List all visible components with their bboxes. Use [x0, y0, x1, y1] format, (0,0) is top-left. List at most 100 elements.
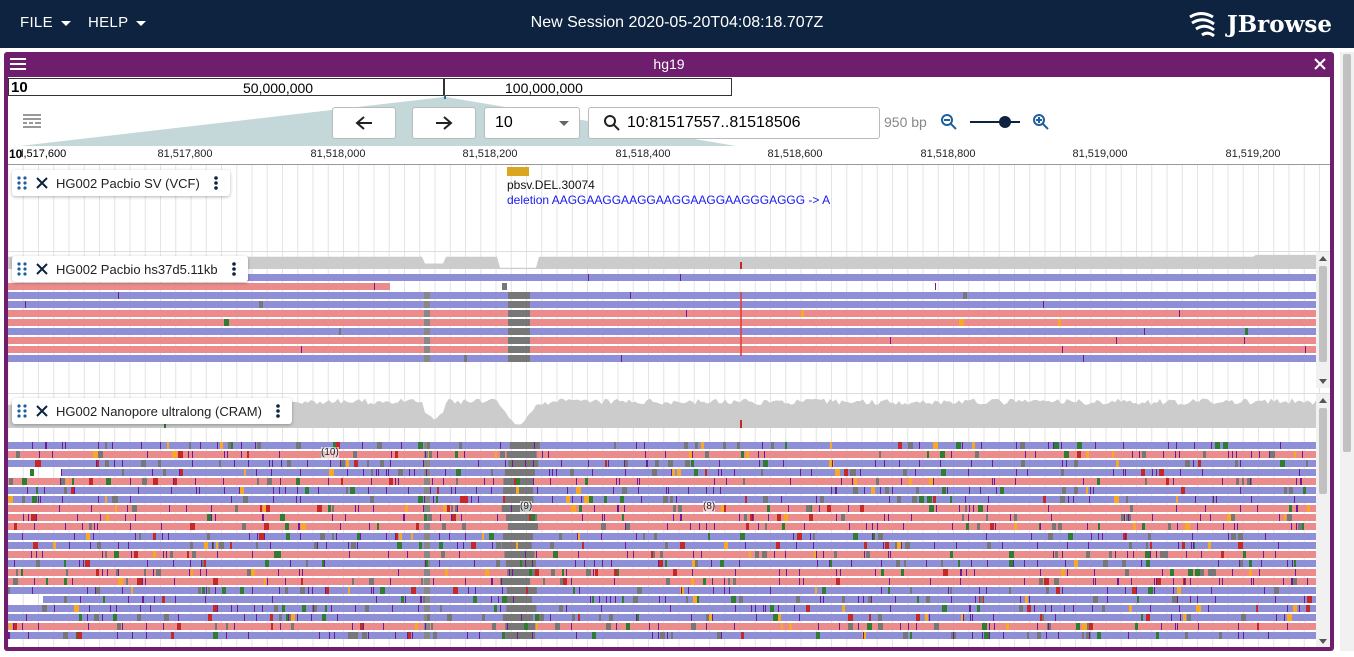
mismatch-mark [708, 533, 710, 540]
mismatch-mark [671, 469, 672, 476]
drag-handle-icon[interactable] [12, 257, 32, 281]
mismatch-mark [100, 514, 101, 521]
mismatch-mark [638, 487, 639, 494]
location-search-input[interactable]: 10:81517557..81518506 [588, 107, 880, 139]
mismatch-mark [965, 505, 967, 512]
read-alignment [43, 596, 1316, 603]
drag-handle-icon[interactable] [12, 399, 32, 423]
mismatch-mark [512, 460, 513, 467]
zoom-in-icon[interactable] [1032, 113, 1050, 131]
chromosome-select[interactable]: 10 [484, 107, 580, 139]
mismatch-mark [72, 478, 74, 485]
mismatch-mark [1020, 442, 1025, 449]
scroll-down-icon[interactable] [1319, 639, 1327, 644]
file-menu[interactable]: FILE [20, 14, 71, 31]
mismatch-mark [724, 505, 726, 512]
mismatch-mark [64, 560, 66, 567]
mismatch-mark [1015, 478, 1016, 485]
mismatch-mark [863, 596, 864, 603]
mismatch-mark [875, 460, 876, 467]
mismatch-mark [519, 605, 521, 612]
track-menu-icon[interactable] [206, 171, 226, 195]
mismatch-mark [97, 523, 98, 530]
mismatch-mark [1179, 605, 1180, 612]
help-menu[interactable]: HELP [88, 14, 147, 31]
mismatch-mark [665, 542, 668, 549]
track-menu-icon[interactable] [268, 399, 288, 423]
mismatch-mark [1020, 596, 1021, 603]
close-track-icon[interactable] [32, 399, 52, 423]
nanopore-scrollbar[interactable] [1316, 394, 1330, 647]
mismatch-mark [888, 551, 889, 558]
mismatch-mark [8, 632, 9, 639]
mismatch-mark [1203, 451, 1206, 458]
mismatch-mark [167, 442, 169, 449]
view-menu-icon[interactable] [10, 58, 26, 70]
drag-handle-icon[interactable] [12, 171, 32, 195]
scroll-down-icon[interactable] [1319, 379, 1327, 384]
mismatch-mark [582, 514, 583, 521]
mismatch-mark [810, 533, 811, 540]
mismatch-mark [641, 496, 642, 503]
scrollbar-thumb[interactable] [1319, 408, 1327, 494]
close-view-icon[interactable] [1314, 58, 1326, 70]
mismatch-mark [1232, 569, 1233, 576]
zoom-slider-thumb[interactable] [999, 116, 1011, 128]
jbrowse-logo: JBrowse [1187, 8, 1332, 40]
mismatch-mark [962, 442, 963, 449]
forward-button[interactable] [412, 107, 476, 139]
close-track-icon[interactable] [32, 257, 52, 281]
zoom-out-icon[interactable] [940, 113, 958, 131]
close-track-icon[interactable] [32, 171, 52, 195]
mismatch-mark [895, 596, 896, 603]
page-scrollbar-thumb[interactable] [1343, 54, 1351, 452]
mismatch-mark [191, 569, 193, 576]
mismatch-mark [32, 587, 33, 594]
ruler-tick-label: 81,517,800 [157, 148, 213, 160]
track-menu-icon[interactable] [224, 257, 244, 281]
mismatch-mark [224, 487, 225, 494]
mismatch-mark [697, 596, 699, 603]
overview-region-1[interactable]: 10 50,000,000 [8, 78, 444, 96]
mismatch-mark [1296, 523, 1297, 530]
mismatch-mark [871, 596, 872, 603]
mismatch-mark [765, 605, 766, 612]
mismatch-mark [16, 569, 18, 576]
mismatch-mark [796, 596, 800, 603]
mismatch-mark [433, 496, 434, 503]
scroll-up-icon[interactable] [1319, 398, 1327, 403]
vcf-feature-glyph[interactable] [507, 167, 529, 176]
mismatch-mark [324, 560, 325, 567]
mismatch-mark [44, 487, 45, 494]
mismatch-mark [443, 478, 444, 485]
mismatch-mark [23, 514, 24, 521]
back-button[interactable] [332, 107, 396, 139]
mismatch-mark [1268, 632, 1269, 639]
track-selector-icon[interactable] [23, 114, 41, 130]
mismatch-mark [1230, 514, 1235, 521]
mismatch-mark [1297, 505, 1298, 512]
mismatch-mark [432, 478, 433, 485]
mismatch-mark [227, 451, 228, 458]
page-scrollbar[interactable] [1340, 52, 1354, 651]
mismatch-mark [513, 596, 514, 603]
mismatch-mark [1247, 478, 1249, 485]
mismatch-mark [941, 560, 943, 567]
overview-region-2[interactable]: 100,000,000 [444, 78, 732, 96]
scroll-up-icon[interactable] [1319, 256, 1327, 261]
scrollbar-thumb[interactable] [1319, 266, 1327, 362]
mismatch-mark [98, 496, 99, 503]
mismatch-mark [1175, 623, 1176, 630]
mismatch-mark [576, 478, 577, 485]
mismatch-mark [433, 632, 437, 639]
mismatch-mark [257, 478, 259, 485]
mismatch-mark [1257, 505, 1258, 512]
mismatch-mark [878, 623, 883, 630]
pacbio-scrollbar[interactable] [1316, 252, 1330, 388]
mismatch-mark [783, 460, 784, 467]
mismatch-mark [1299, 605, 1300, 612]
mismatch-mark [851, 469, 856, 476]
zoom-slider[interactable] [970, 116, 1020, 128]
mismatch-mark [395, 478, 396, 485]
mismatch-mark [1010, 514, 1011, 521]
